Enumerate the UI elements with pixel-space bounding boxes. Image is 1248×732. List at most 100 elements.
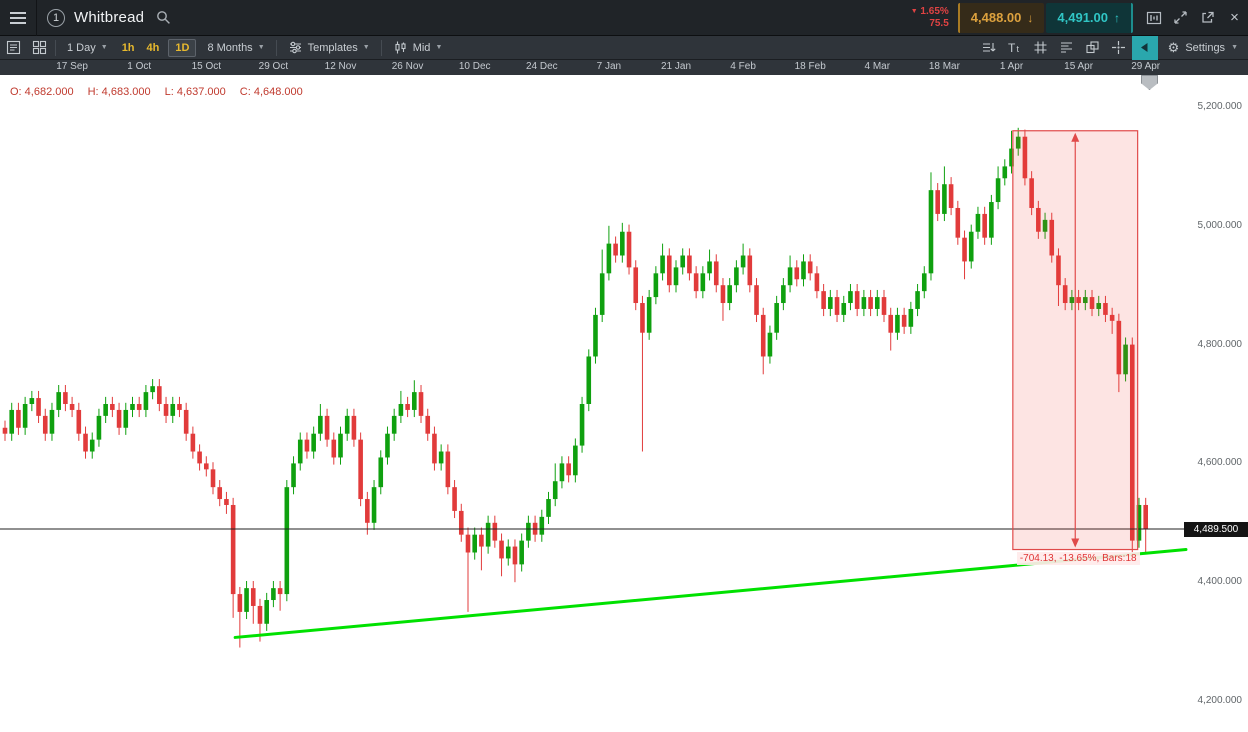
instrument-title: Whitbread [74,9,145,26]
change-percent: 1.65% [920,5,949,17]
gridlines-button[interactable] [1028,36,1054,60]
search-button[interactable] [150,0,176,36]
date-axis-label: 17 Sep [56,61,88,72]
date-axis[interactable]: 17 Sep 1 Oct 15 Oct 29 Oct 12 Nov 26 Nov 10 De… [0,60,1248,75]
fibonacci-button[interactable] [1054,36,1080,60]
measurement-label: -704.13, -13.65%, Bars:18 [1016,551,1140,565]
titlebar-separator [36,0,37,36]
chevron-down-icon: ▼ [257,44,265,51]
buy-price: 4,491.00 [1057,10,1108,25]
ohlc-low: L: 4,637.000 [164,86,226,98]
scroll-to-end-handle[interactable] [1141,75,1158,90]
buy-price-button[interactable]: 4,491.00 ↑ [1046,2,1133,33]
chevron-down-icon: ▼ [362,44,370,51]
close-window-button[interactable]: × [1221,0,1248,36]
price-axis-label: 4,200.000 [1197,695,1243,706]
range-label: 8 Months [207,41,253,54]
date-axis-label: 29 Apr [1131,61,1161,72]
price-type-dropdown[interactable]: Mid ▼ [385,36,451,60]
menu-button[interactable] [0,0,36,36]
buy-arrow-icon: ↑ [1114,10,1120,25]
gridlines-icon [1034,41,1047,54]
period-label: 1 Day [67,41,96,54]
layout-button[interactable] [26,36,52,60]
date-axis-label: 18 Feb [794,61,826,72]
range-dropdown[interactable]: 8 Months ▼ [199,36,272,60]
popout-window-button[interactable] [1194,0,1221,36]
compare-icon [1086,41,1099,54]
toolbar-separator [380,39,382,56]
candle-style-icon [395,41,406,54]
change-down-icon: ▼ [910,7,918,15]
timeframe-1d-button[interactable]: 1D [168,38,197,57]
watchlist-icon [6,40,20,55]
settings-button[interactable]: ⚙ Settings ▼ [1158,36,1248,60]
window-number-badge: 1 [47,8,65,27]
price-ladder-button[interactable] [976,36,1002,60]
price-axis-label: 5,000.000 [1197,219,1243,231]
expand-icon [1174,11,1187,24]
date-axis-label: 29 Oct [258,61,289,72]
chevron-down-icon: ▼ [435,44,443,51]
current-price-tag: 4,489.500 [1184,521,1248,537]
price-ladder-icon [983,43,996,52]
close-icon: × [1230,9,1239,26]
date-axis-label: 26 Nov [391,61,424,72]
pointer-cursor-icon [1141,43,1148,52]
date-axis-label: 4 Feb [730,61,756,72]
hamburger-icon [10,11,26,24]
date-axis-label: 21 Jan [660,61,692,72]
chevron-down-icon: ▼ [1231,44,1238,51]
timeframe-4h-button[interactable]: 4h [146,41,160,54]
ohlc-close: C: 4,648.000 [239,86,303,98]
toolbar-separator [275,39,277,56]
gear-icon: ⚙ [1167,39,1180,55]
search-icon [156,11,170,24]
compare-button[interactable] [1080,36,1106,60]
pointer-tool-button[interactable] [1131,35,1158,60]
text-size-button[interactable]: T t [1002,36,1028,60]
text-size-icon: T t [1008,41,1020,55]
date-axis-label: 12 Nov [324,61,357,72]
sell-price-button[interactable]: 4,488.00 ↓ [957,2,1045,33]
window-titlebar: 1 Whitbread ▼ 1.65% 75.5 4,488.00 ↓ 4,49… [0,0,1248,36]
date-axis-label: 1 Oct [127,61,152,72]
chart-canvas[interactable] [0,60,1248,732]
date-axis-label: 24 Dec [525,61,558,72]
mini-chart-icon [1146,11,1161,24]
date-axis-label: 7 Jan [596,61,622,72]
svg-text:T: T [1008,41,1016,55]
date-axis-label: 15 Apr [1064,61,1094,72]
svg-text:t: t [1016,44,1019,54]
layout-grid-icon [32,40,46,55]
timeframe-1h-button[interactable]: 1h [121,41,135,54]
ohlc-open: O: 4,682.000 [10,86,74,98]
change-value: 75.5 [929,17,949,29]
price-type-label: Mid [412,41,431,54]
watchlist-button[interactable] [0,36,26,60]
price-change-block: ▼ 1.65% 75.5 [911,6,949,30]
price-axis-label: 4,600.000 [1197,457,1243,469]
sell-arrow-icon: ↓ [1027,10,1034,25]
date-axis-label: 10 Dec [458,61,491,72]
sell-price: 4,488.00 [970,10,1022,25]
candles-layer [2,127,1148,648]
expand-window-button[interactable] [1167,0,1194,36]
templates-dropdown[interactable]: Templates ▼ [280,36,378,60]
popout-icon [1202,11,1214,23]
date-axis-label: 18 Mar [928,61,960,72]
date-axis-label: 1 Apr [999,61,1024,72]
toolbar-separator [55,39,56,56]
ohlc-readout: O: 4,682.000 H: 4,683.000 L: 4,637.000 C… [10,86,303,98]
ohlc-high: H: 4,683.000 [87,86,151,98]
chart-area: 17 Sep 1 Oct 15 Oct 29 Oct 12 Nov 26 Nov 10 De… [0,60,1248,732]
settings-label: Settings [1185,41,1226,54]
chart-toolbar: 1 Day ▼ 1h 4h 1D 8 Months ▼ Templates ▼ … [0,35,1248,60]
fibonacci-icon [1061,42,1073,53]
period-dropdown[interactable]: 1 Day ▼ [59,36,116,60]
chevron-down-icon: ▼ [100,44,108,51]
date-axis-label: 15 Oct [191,61,222,72]
new-chart-button[interactable] [1140,0,1167,36]
crosshair-button[interactable] [1106,36,1132,60]
date-axis-label: 4 Mar [864,61,891,72]
